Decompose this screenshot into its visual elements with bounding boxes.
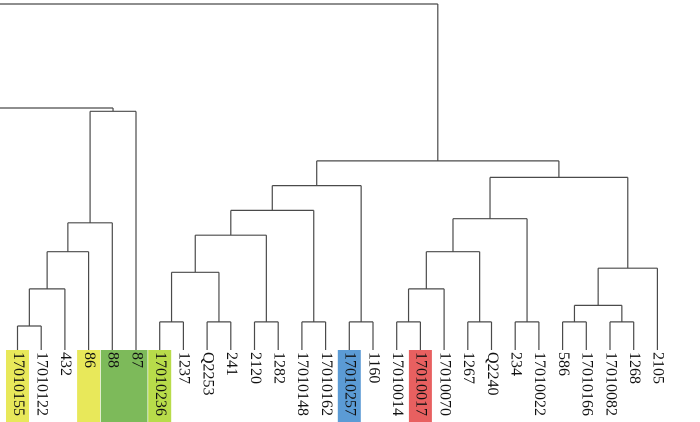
highlight-box-86 xyxy=(77,350,101,422)
leaf-label-586: 586 xyxy=(555,352,572,376)
leaf-label-17010236: 17010236 xyxy=(152,352,169,416)
leaf-label-88: 88 xyxy=(105,352,122,368)
leaf-label-17010166: 17010166 xyxy=(579,352,596,416)
highlight-box-17010155 xyxy=(6,350,29,422)
leaf-label-2120: 2120 xyxy=(247,352,264,384)
leaf-label-17010017: 17010017 xyxy=(413,352,430,416)
leaf-label-17010257: 17010257 xyxy=(342,352,359,416)
leaf-label-2105: 2105 xyxy=(650,352,667,384)
leaf-label-17010155: 17010155 xyxy=(10,352,27,416)
branch-layer xyxy=(0,3,659,350)
leaf-label-1237: 1237 xyxy=(176,352,193,384)
leaf-label-17010022: 17010022 xyxy=(531,352,548,416)
leaf-label-1160: 1160 xyxy=(365,352,382,383)
highlight-box-17010017 xyxy=(408,350,432,422)
leaf-label-87: 87 xyxy=(128,352,145,368)
leaf-label-17010122: 17010122 xyxy=(34,352,51,416)
leaf-label-Q2240: Q2240 xyxy=(484,352,501,396)
leaf-label-layer: 17010155 17010122 432 86 88 87 17010236 1237 Q22… xyxy=(10,352,667,416)
highlight-layer xyxy=(6,350,432,422)
leaf-label-1267: 1267 xyxy=(460,352,477,384)
leaf-label-86: 86 xyxy=(81,352,98,368)
leaf-label-17010070: 17010070 xyxy=(436,352,453,416)
leaf-label-432: 432 xyxy=(57,352,74,376)
leaf-label-17010082: 17010082 xyxy=(602,352,619,416)
leaf-label-17010014: 17010014 xyxy=(389,352,406,416)
leaf-label-241: 241 xyxy=(223,352,240,376)
highlight-box-88-87 xyxy=(100,350,148,422)
leaf-label-17010162: 17010162 xyxy=(318,352,335,416)
leaf-label-234: 234 xyxy=(508,352,525,376)
leaf-label-17010148: 17010148 xyxy=(294,352,311,416)
leaf-label-1282: 1282 xyxy=(271,352,288,384)
highlight-box-17010236 xyxy=(148,350,172,422)
highlight-box-17010257 xyxy=(337,350,361,422)
leaf-label-1268: 1268 xyxy=(626,352,643,384)
leaf-label-Q2253: Q2253 xyxy=(199,352,216,396)
